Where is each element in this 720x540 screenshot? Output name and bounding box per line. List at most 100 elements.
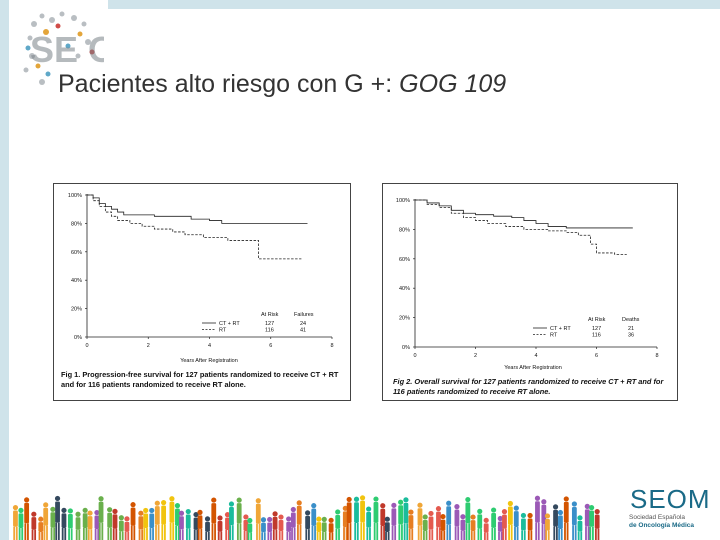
person-figure bbox=[477, 508, 483, 540]
legend-risk-ctrt: 127 bbox=[265, 321, 274, 327]
person-figure bbox=[359, 495, 366, 540]
person-figure bbox=[391, 502, 397, 540]
km-chart-pfs: 100%80%60%40%20%0%0 2 4 6 8 Years After Regi… bbox=[68, 193, 334, 364]
person-figure bbox=[211, 497, 217, 540]
person-figure bbox=[460, 514, 466, 540]
x-tick-label: 8 bbox=[330, 343, 333, 349]
x-axis-label: Years After Registration bbox=[504, 365, 562, 371]
x-tick-label: 6 bbox=[269, 343, 272, 349]
legend-col-risk: At Risk bbox=[588, 317, 606, 323]
person-figure bbox=[335, 509, 341, 540]
person-figure bbox=[305, 510, 311, 540]
person-figure bbox=[373, 496, 379, 540]
person-figure bbox=[454, 504, 460, 540]
x-tick-label: 4 bbox=[534, 353, 537, 359]
series-line-rt bbox=[87, 194, 302, 260]
person-figure bbox=[228, 501, 235, 540]
person-figure bbox=[520, 512, 527, 540]
y-tick-label: 0% bbox=[74, 335, 82, 341]
person-figure bbox=[112, 508, 118, 540]
person-figure bbox=[446, 500, 452, 540]
person-figure bbox=[247, 517, 253, 540]
person-figure bbox=[366, 506, 372, 540]
person-figure bbox=[124, 516, 130, 540]
figure-1-caption: Fig 1. Progression-free survival for 127… bbox=[61, 370, 339, 389]
person-figure bbox=[497, 515, 503, 540]
person-figure bbox=[296, 500, 302, 540]
y-tick-label: 40% bbox=[71, 278, 82, 284]
person-figure bbox=[513, 505, 519, 540]
legend: At Risk Failures CT + RT 127 24 RT 116 4… bbox=[202, 312, 314, 334]
legend-events-rt: 36 bbox=[628, 333, 634, 339]
legend-label-ctrt: CT + RT bbox=[219, 321, 240, 327]
person-figure bbox=[38, 516, 44, 540]
figure-2: 100% 80% 60% 40% 20% 0% 0 2 4 6 8 Years After Regi… bbox=[382, 183, 678, 401]
legend-col-failures: Failures bbox=[294, 312, 314, 318]
series-line-ctrt bbox=[415, 199, 633, 229]
person-figure bbox=[470, 514, 476, 540]
x-tick-label: 0 bbox=[413, 353, 416, 359]
person-figure bbox=[82, 507, 88, 540]
person-figure bbox=[342, 505, 348, 540]
seo-logo-text: SE O bbox=[30, 29, 104, 70]
person-figure bbox=[557, 509, 564, 540]
y-tick-label: 20% bbox=[399, 316, 410, 322]
person-figure bbox=[384, 516, 390, 540]
person-figure bbox=[328, 517, 334, 540]
series-line-rt bbox=[415, 199, 627, 255]
legend: At Risk Deaths CT + RT 127 21 RT 116 36 bbox=[533, 317, 640, 339]
person-figure bbox=[321, 516, 327, 540]
person-figure bbox=[130, 502, 136, 540]
person-figure bbox=[236, 497, 242, 540]
person-figure bbox=[267, 516, 273, 540]
y-tick-label: 80% bbox=[399, 227, 410, 233]
x-tick-label: 2 bbox=[147, 343, 150, 349]
person-figure bbox=[483, 517, 489, 540]
person-figure bbox=[243, 514, 249, 540]
person-figure bbox=[278, 514, 284, 540]
person-figure bbox=[403, 497, 409, 540]
y-tick-label: 100% bbox=[396, 198, 410, 204]
person-figure bbox=[311, 503, 317, 540]
y-tick-label: 80% bbox=[71, 221, 82, 227]
x-axis-label: Years After Registration bbox=[180, 358, 238, 364]
person-figure bbox=[94, 509, 100, 540]
frame-top-bar bbox=[108, 0, 720, 9]
person-figure bbox=[577, 515, 583, 540]
person-figure bbox=[118, 515, 124, 540]
seo-logo: SE O bbox=[23, 11, 104, 85]
legend-label-rt: RT bbox=[550, 333, 558, 339]
person-figure bbox=[169, 496, 175, 540]
person-figure bbox=[571, 501, 577, 540]
person-figure bbox=[465, 496, 471, 540]
frame-left-bar bbox=[0, 0, 9, 540]
person-figure bbox=[143, 507, 149, 540]
x-tick-label: 4 bbox=[208, 343, 211, 349]
person-figure bbox=[534, 495, 541, 540]
person-figure bbox=[138, 510, 144, 540]
person-figure bbox=[290, 506, 296, 540]
person-figure bbox=[286, 516, 292, 540]
person-figure bbox=[87, 510, 93, 540]
legend-events-ctrt: 24 bbox=[300, 321, 306, 327]
person-figure bbox=[107, 507, 113, 540]
seom-logo: SEOM Sociedad Española de Oncología Médi… bbox=[624, 484, 720, 540]
person-figure bbox=[346, 496, 352, 540]
person-figure bbox=[174, 503, 181, 540]
x-tick-label: 6 bbox=[595, 353, 598, 359]
person-figure bbox=[18, 507, 24, 540]
person-figure bbox=[408, 509, 414, 540]
person-figure bbox=[563, 496, 569, 540]
person-figure bbox=[185, 508, 191, 540]
person-figure bbox=[584, 503, 590, 540]
title-main: Pacientes alto riesgo con G +: bbox=[58, 70, 400, 98]
x-tick-label: 8 bbox=[655, 353, 658, 359]
person-figure bbox=[552, 504, 559, 540]
person-figure bbox=[417, 502, 423, 540]
legend-label-ctrt: CT + RT bbox=[550, 326, 571, 332]
person-figure bbox=[54, 495, 61, 540]
y-tick-label: 0% bbox=[402, 345, 410, 351]
legend-risk-rt: 116 bbox=[265, 328, 274, 334]
person-figure bbox=[491, 507, 497, 540]
legend-label-rt: RT bbox=[219, 328, 227, 334]
